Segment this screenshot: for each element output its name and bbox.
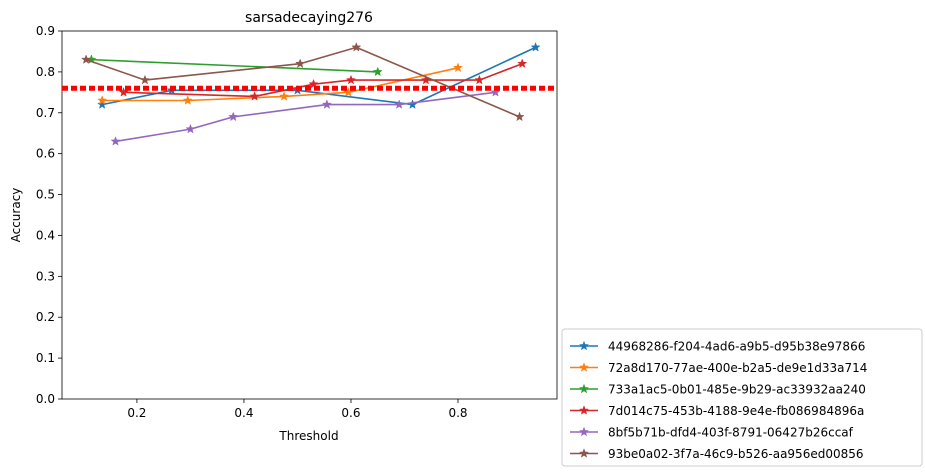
data-point-star [228, 111, 239, 122]
y-tick-label: 0.6 [36, 147, 55, 161]
y-tick-label: 0.1 [36, 351, 55, 365]
x-tick-label: 0.4 [234, 406, 253, 420]
data-point-star [474, 74, 485, 85]
x-tick-label: 0.8 [448, 406, 467, 420]
data-point-star [514, 111, 525, 122]
legend-label: 93be0a02-3f7a-46c9-b526-aa956ed00856 [608, 447, 864, 461]
chart-title: sarsadecaying276 [245, 10, 373, 26]
data-point-star [530, 42, 541, 52]
legend-marker-star [578, 426, 590, 437]
series-5 [110, 87, 501, 146]
legend-label: 72a8d170-77ae-400e-b2a5-de9e1d33a714 [608, 361, 867, 375]
legend-marker-star [578, 405, 590, 415]
data-point-star [97, 95, 108, 105]
data-point-star [182, 95, 193, 105]
axes-frame [61, 30, 558, 400]
data-point-star [295, 58, 306, 69]
legend-item: 44968286-f204-4ad6-a9b5-d95b38e97866 [570, 340, 865, 354]
y-tick-label: 0.8 [36, 65, 55, 79]
data-point-star [279, 91, 290, 101]
data-point-star [490, 87, 501, 97]
data-point-star [372, 66, 383, 77]
legend-label: 7d014c75-453b-4188-9e4e-fb086984896a [608, 404, 864, 418]
plot-area: 0.2 0.4 0.6 0.8 0.0 0.1 0.2 0.3 0.4 0.5 0.6 0.7 0.8 0… [36, 24, 558, 420]
data-point-star [249, 91, 260, 101]
legend-item: 72a8d170-77ae-400e-b2a5-de9e1d33a714 [570, 361, 867, 375]
legend-label: 733a1ac5-0b01-485e-9b29-ac33932aa240 [608, 383, 866, 397]
legend-marker-star [578, 448, 590, 458]
y-tick-label: 0.0 [36, 392, 55, 406]
series-2 [97, 62, 464, 105]
series-1 [97, 42, 541, 109]
legend-label: 8bf5b71b-dfd4-403f-8791-06427b26ccaf [608, 426, 854, 440]
data-point-star [394, 99, 405, 109]
y-tick-label: 0.4 [36, 228, 55, 242]
legend-item: 7d014c75-453b-4188-9e4e-fb086984896a [570, 404, 864, 418]
data-point-star [185, 123, 196, 134]
data-point-star [343, 87, 354, 97]
y-tick-label: 0.7 [36, 106, 55, 120]
data-point-star [351, 42, 362, 52]
y-tick-label: 0.5 [36, 188, 55, 202]
y-tick-label: 0.3 [36, 269, 55, 283]
data-point-star [345, 74, 357, 85]
legend-box [561, 328, 923, 467]
legend-marker-star [578, 383, 590, 394]
data-point-star [110, 136, 121, 146]
series-line [85, 46, 520, 118]
data-point-star [407, 99, 418, 109]
legend-item: 8bf5b71b-dfd4-403f-8791-06427b26ccaf [570, 426, 854, 440]
series-line [115, 91, 496, 143]
legend-label: 44968286-f204-4ad6-a9b5-d95b38e97866 [608, 340, 865, 354]
data-point-star [517, 58, 528, 69]
x-tick-label: 0.6 [341, 406, 360, 420]
legend: 44968286-f204-4ad6-a9b5-d95b38e97866 72a8… [561, 328, 923, 467]
data-point-star [118, 87, 129, 97]
legend-marker-star [578, 362, 590, 372]
data-point-star [97, 99, 108, 109]
data-point-star [139, 74, 150, 85]
y-axis-label: Accuracy [9, 188, 23, 243]
legend-item: 93be0a02-3f7a-46c9-b526-aa956ed00856 [570, 447, 864, 461]
x-tick-label: 0.2 [127, 406, 146, 420]
data-point-star [308, 78, 319, 89]
y-tick-label: 0.2 [36, 310, 55, 324]
data-point-star [321, 99, 332, 109]
series-6 [81, 42, 525, 122]
legend-marker-star [578, 340, 590, 351]
x-axis-label: Threshold [278, 429, 338, 443]
series-4 [118, 58, 528, 101]
legend-item: 733a1ac5-0b01-485e-9b29-ac33932aa240 [570, 383, 866, 397]
data-point-star [452, 62, 464, 73]
series-line [91, 58, 378, 73]
series-3 [86, 54, 383, 77]
y-tick-label: 0.9 [36, 24, 55, 38]
series-line [123, 62, 523, 98]
data-point-star [81, 54, 92, 64]
